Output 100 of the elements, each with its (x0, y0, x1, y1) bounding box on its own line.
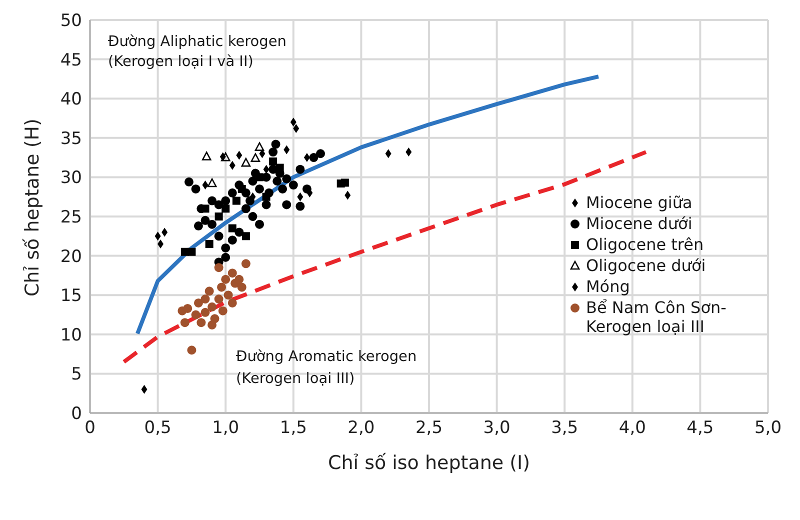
legend-label: Móng (586, 277, 630, 296)
annotation: Đường Aliphatic kerogen (Kerogen loại I và II) (108, 33, 288, 72)
point (296, 164, 305, 174)
point (241, 158, 251, 167)
point (234, 274, 244, 284)
y-tick-label: 10 (60, 325, 82, 346)
y-tick-label: 50 (60, 11, 82, 32)
point (238, 184, 246, 193)
point (205, 240, 214, 248)
point (340, 178, 349, 187)
point (282, 200, 292, 210)
point (196, 318, 206, 328)
point (194, 221, 203, 230)
point (191, 310, 200, 320)
point (254, 142, 264, 151)
x-tick-label: 4,0 (618, 418, 646, 438)
point (214, 212, 223, 220)
y-tick-label: 20 (60, 246, 82, 267)
x-tick-label: 0,5 (144, 418, 172, 438)
point (228, 298, 237, 308)
point (218, 306, 228, 316)
y-tick-label: 0 (71, 404, 82, 424)
x-tick-label: 3,5 (551, 418, 578, 438)
legend-label: Oligocene trên (586, 235, 704, 254)
annotation: Đường Aromatic kerogen (Kerogen loại III) (236, 348, 418, 389)
y-tick-label: 45 (60, 50, 82, 70)
x-tick-label: 2,0 (348, 418, 375, 438)
point (228, 224, 236, 232)
point (228, 268, 237, 278)
point (228, 188, 237, 198)
point (208, 196, 217, 206)
point (194, 298, 203, 308)
x-tick-label: 0 (84, 418, 96, 438)
point (255, 184, 264, 194)
point (220, 152, 230, 162)
point (262, 200, 271, 210)
point (222, 204, 230, 213)
point (183, 304, 192, 313)
x-tick-label: 3,0 (483, 418, 510, 438)
legend-label: Miocene giữa (586, 193, 692, 212)
y-tick-label: 15 (60, 286, 82, 306)
point (200, 216, 210, 225)
point (228, 236, 237, 245)
point (187, 346, 196, 355)
point (271, 140, 280, 149)
point (214, 263, 224, 272)
point (224, 290, 233, 300)
point (200, 294, 210, 304)
y-tick-label: 25 (60, 208, 82, 228)
point (309, 153, 318, 162)
point (268, 148, 278, 157)
point (221, 274, 230, 284)
point (180, 318, 190, 328)
point (184, 177, 194, 186)
point (221, 243, 230, 252)
x-tick-label: 1,5 (280, 418, 307, 438)
point (278, 184, 288, 194)
point (214, 294, 224, 304)
point (204, 286, 214, 296)
point (248, 212, 258, 221)
point (272, 176, 282, 186)
point (242, 232, 250, 240)
x-tick-label: 4,5 (686, 418, 714, 438)
point (191, 184, 200, 194)
point (241, 259, 250, 268)
legend-label: Oligocene dưới (586, 256, 706, 275)
legend-label: Bể Nam Côn Sơn-Kerogen loại III (586, 298, 728, 336)
point (282, 174, 292, 184)
point (221, 196, 230, 206)
y-tick-label: 35 (60, 128, 82, 149)
point (200, 308, 210, 317)
y-tick-label: 30 (60, 168, 82, 188)
point (250, 153, 260, 162)
point (241, 204, 250, 214)
x-axis-title: Chỉ số iso heptane (I) (328, 452, 530, 474)
point (214, 232, 224, 241)
point (255, 220, 264, 229)
point (188, 248, 196, 256)
x-tick-label: 1,0 (212, 418, 240, 438)
point (237, 282, 246, 292)
point (288, 180, 298, 190)
point (208, 220, 217, 229)
x-tick-label: 2,5 (415, 418, 443, 438)
y-tick-label: 40 (60, 90, 82, 110)
point (269, 157, 278, 166)
point (296, 202, 305, 211)
point (262, 192, 270, 201)
point (217, 282, 226, 292)
point (316, 149, 326, 158)
point (232, 196, 240, 205)
point (208, 320, 217, 330)
y-axis-title: Chỉ số heptane (H) (22, 118, 44, 296)
legend-label: Miocene dưới (586, 214, 692, 233)
point (202, 152, 212, 160)
point (207, 178, 217, 188)
y-tick-label: 5 (71, 364, 82, 385)
point (221, 252, 230, 262)
point (208, 302, 217, 312)
point (246, 196, 255, 206)
x-tick-label: 5,0 (754, 418, 782, 438)
